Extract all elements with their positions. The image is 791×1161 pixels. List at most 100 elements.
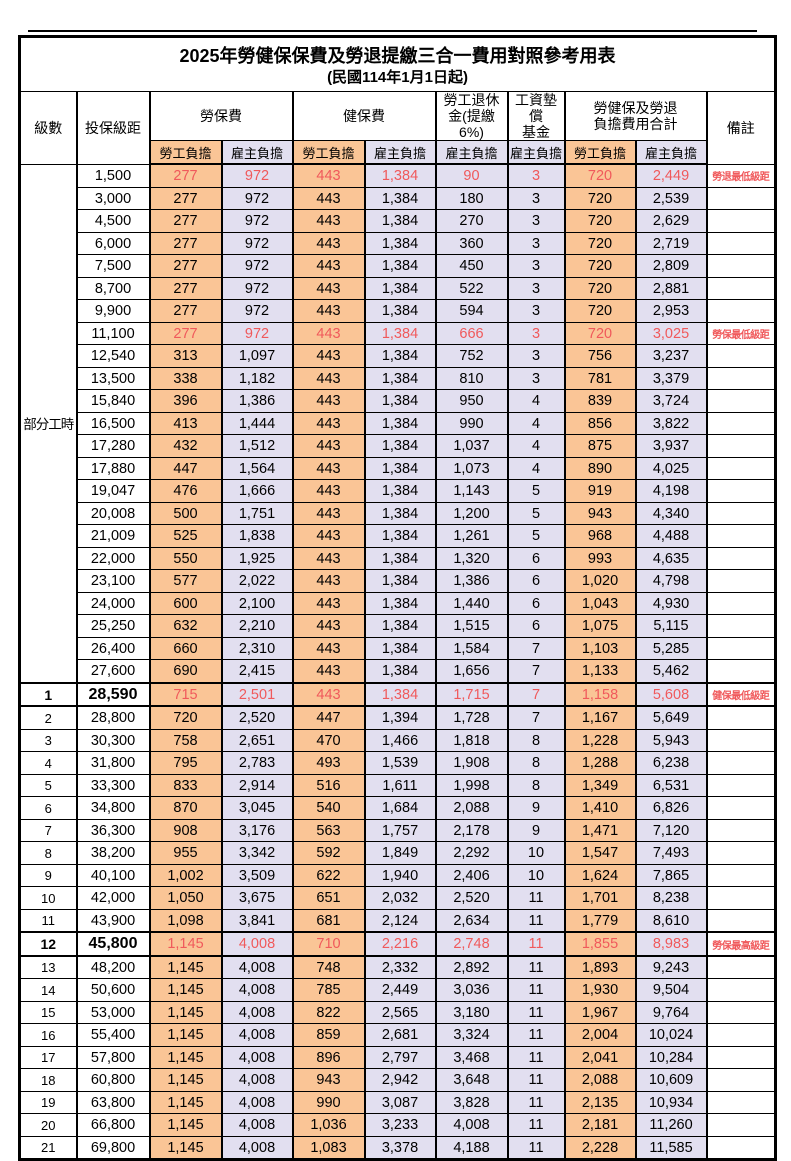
bracket-cell: 16,500 [75, 411, 151, 436]
table-title: 2025年勞健保保費及勞退提繳三合一費用對照參考用表 (民國114年1月1日起) [18, 36, 777, 92]
value-cell: 360 [434, 231, 509, 256]
value-cell: 3 [506, 186, 566, 211]
value-cell: 90 [434, 163, 509, 188]
value-cell: 443 [291, 524, 366, 548]
value-cell: 7 [506, 659, 566, 684]
remark-cell [705, 978, 777, 1002]
value-cell: 1,384 [363, 366, 437, 391]
value-cell: 8 [506, 728, 566, 753]
value-cell: 443 [291, 569, 366, 593]
value-cell: 1,584 [434, 636, 509, 661]
bracket-cell: 63,800 [75, 1090, 151, 1115]
value-cell: 5,649 [634, 705, 708, 730]
value-cell: 748 [291, 955, 366, 980]
value-cell: 1,036 [291, 1113, 366, 1137]
value-cell: 470 [291, 728, 366, 753]
bracket-cell: 31,800 [75, 751, 151, 775]
value-cell: 720 [563, 276, 637, 301]
level-cell: 20 [18, 1113, 78, 1137]
remark-cell [705, 773, 777, 798]
value-cell: 3,237 [634, 344, 708, 368]
bracket-cell: 24,000 [75, 591, 151, 616]
title-row: 2025年勞健保保費及勞退提繳三合一費用對照參考用表 (民國114年1月1日起) [18, 36, 777, 92]
value-cell: 2,914 [220, 773, 294, 798]
table-row: 16,500 413 1,444 443 1,384 990 4 856 3,822 [20, 411, 777, 436]
table-row: 17,280 432 1,512 443 1,384 1,037 4 875 3,937 [20, 434, 777, 458]
value-cell: 443 [291, 546, 366, 571]
value-cell: 1,998 [434, 773, 509, 798]
remark-cell [705, 728, 777, 753]
value-cell: 4 [506, 434, 566, 458]
value-cell: 396 [148, 389, 223, 413]
value-cell: 3,324 [434, 1023, 509, 1047]
value-cell: 1,261 [434, 524, 509, 548]
remark-cell [705, 705, 777, 730]
table-row: 12 45,800 1,145 4,008 710 2,216 2,748 11 1,855 8,… [18, 931, 777, 957]
bracket-cell: 23,100 [75, 569, 151, 593]
bracket-cell: 8,700 [75, 276, 151, 301]
table-row: 部分工時 1,500 277 972 443 1,384 90 3 720 2,449 勞退最低級距 [18, 163, 777, 684]
value-cell: 1,075 [563, 614, 637, 638]
remark-cell [705, 479, 777, 503]
value-cell: 11 [506, 1135, 566, 1161]
value-cell: 4,008 [220, 931, 294, 957]
value-cell: 4,008 [220, 1023, 294, 1047]
value-cell: 2,892 [434, 955, 509, 980]
bracket-cell: 27,600 [75, 659, 151, 684]
value-cell: 516 [291, 773, 366, 798]
table-row: 18 60,800 1,145 4,008 943 2,942 3,648 11 2,088 10… [18, 1068, 777, 1092]
value-cell: 1,228 [563, 728, 637, 753]
table-row: 9 40,100 1,002 3,509 622 1,940 2,406 10 1,624 7,8… [18, 863, 777, 888]
value-cell: 277 [148, 163, 223, 188]
bracket-cell: 60,800 [75, 1068, 151, 1092]
level-cell: 14 [18, 978, 78, 1002]
value-cell: 1,384 [363, 321, 437, 346]
value-cell: 500 [148, 501, 223, 526]
value-cell: 1,893 [563, 955, 637, 980]
table-row: 7 36,300 908 3,176 563 1,757 2,178 9 1,471 7,120 [18, 818, 777, 843]
value-cell: 2,809 [634, 254, 708, 278]
remark-cell [705, 1113, 777, 1137]
level-cell: 11 [18, 908, 78, 933]
level-cell: 3 [18, 728, 78, 753]
value-cell: 443 [291, 411, 366, 436]
value-cell: 3,822 [634, 411, 708, 436]
value-cell: 2,797 [363, 1045, 437, 1070]
value-cell: 1,320 [434, 546, 509, 571]
table-row: 10 42,000 1,050 3,675 651 2,032 2,520 11 1,701 8,… [18, 886, 777, 910]
value-cell: 3 [506, 344, 566, 368]
table-row: 21 69,800 1,145 4,008 1,083 3,378 4,188 11 2,228… [18, 1135, 777, 1161]
value-cell: 443 [291, 186, 366, 211]
bracket-cell: 25,250 [75, 614, 151, 638]
table-row: 20 66,800 1,145 4,008 1,036 3,233 4,008 11 2,181… [18, 1113, 777, 1137]
value-cell: 2,681 [363, 1023, 437, 1047]
value-cell: 1,384 [363, 479, 437, 503]
value-cell: 1,440 [434, 591, 509, 616]
header-health-insurance: 健保費 [291, 90, 437, 142]
value-cell: 9,764 [634, 1000, 708, 1025]
bracket-cell: 30,300 [75, 728, 151, 753]
value-cell: 2,634 [434, 908, 509, 933]
remark-cell [705, 299, 777, 323]
value-cell: 1,386 [220, 389, 294, 413]
header-health-employer: 雇主負擔 [363, 140, 437, 166]
bracket-cell: 45,800 [75, 931, 151, 957]
value-cell: 180 [434, 186, 509, 211]
value-cell: 11 [506, 1023, 566, 1047]
value-cell: 5,115 [634, 614, 708, 638]
level-cell: 6 [18, 796, 78, 820]
level-cell: 9 [18, 863, 78, 888]
remark-cell: 勞保最高級距 [705, 931, 777, 957]
value-cell: 1,143 [434, 479, 509, 503]
value-cell: 972 [220, 299, 294, 323]
table-row: 26,400 660 2,310 443 1,384 1,584 7 1,103 5,285 [20, 636, 777, 661]
bracket-cell: 12,540 [75, 344, 151, 368]
value-cell: 1,751 [220, 501, 294, 526]
remark-cell [705, 501, 777, 526]
value-cell: 919 [563, 479, 637, 503]
value-cell: 1,728 [434, 705, 509, 730]
table-row: 5 33,300 833 2,914 516 1,611 1,998 8 1,349 6,531 [18, 773, 777, 798]
value-cell: 3,036 [434, 978, 509, 1002]
value-cell: 11 [506, 1045, 566, 1070]
value-cell: 1,384 [363, 591, 437, 616]
